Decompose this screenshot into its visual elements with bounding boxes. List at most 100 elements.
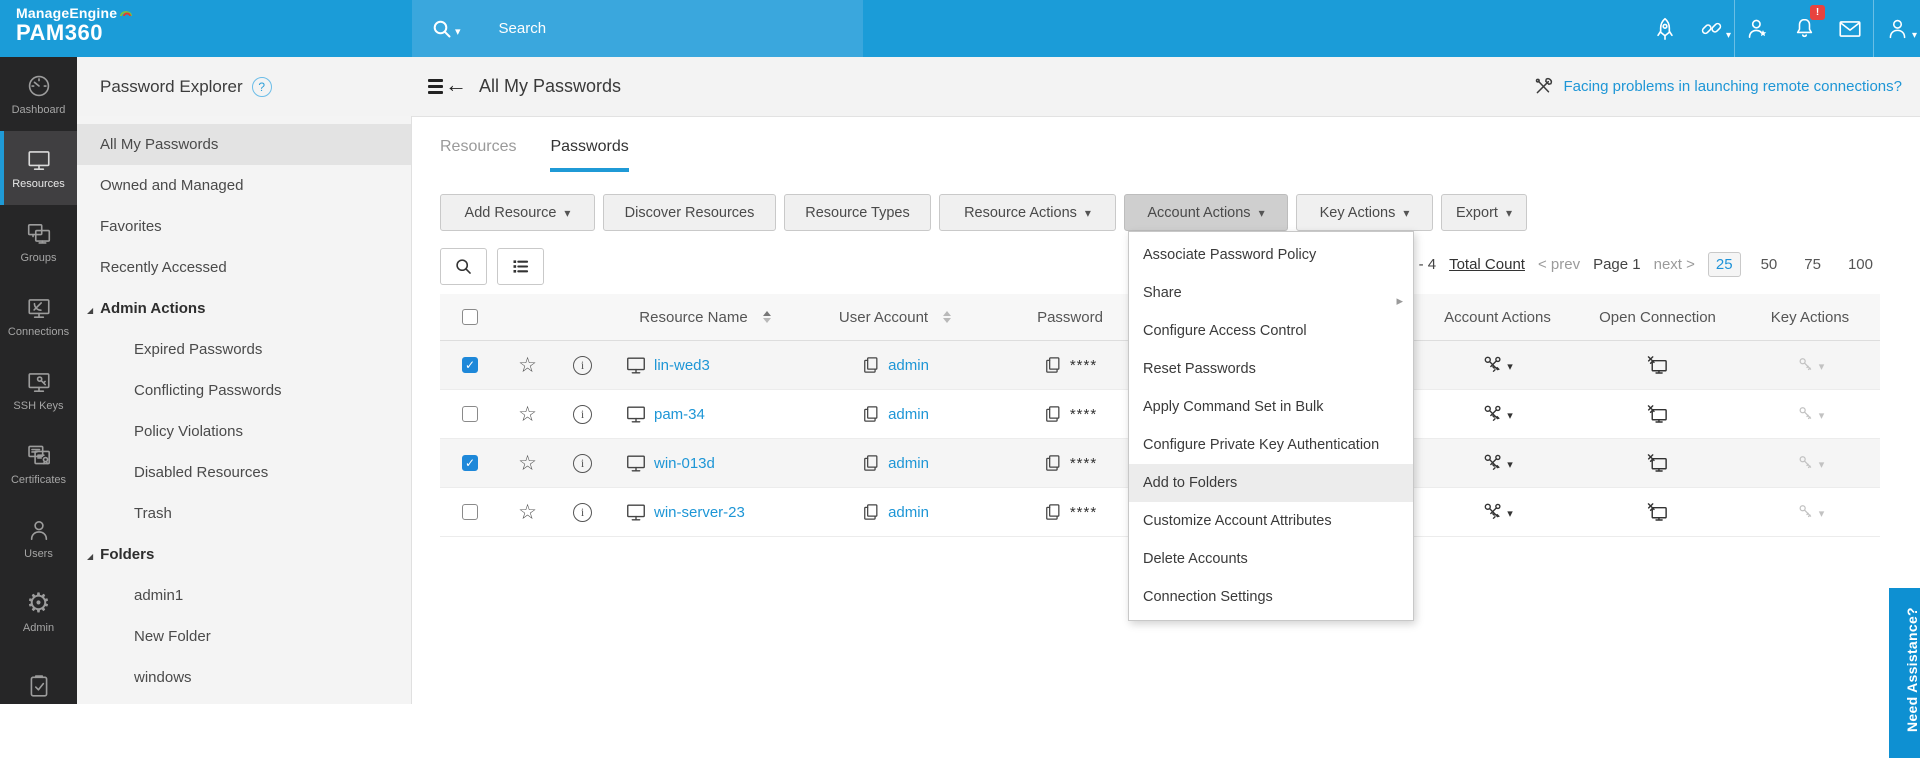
key-actions-icon[interactable] [1796,502,1825,522]
user-profile-icon[interactable]: ▾ [1874,0,1920,57]
brand-logo[interactable]: ManageEngine PAM360 [16,5,133,46]
resource-name-link[interactable]: win-013d [654,454,715,472]
user-feedback-icon[interactable] [1735,0,1781,57]
open-connection-icon[interactable] [1646,354,1669,377]
info-icon[interactable] [573,355,592,375]
explorer-item-admin1[interactable]: admin1 [134,587,184,604]
explorer-item-windows[interactable]: windows [134,669,192,686]
copy-icon[interactable] [1043,453,1063,473]
page-size-75[interactable]: 75 [1804,256,1821,273]
sort-icon[interactable] [943,311,952,323]
add-resource-button[interactable]: Add Resource [440,194,595,231]
quick-connect-link-icon[interactable]: ▾ [1688,0,1734,57]
search-input[interactable]: Search [498,20,547,37]
explorer-group-folders[interactable]: Folders [77,534,411,575]
remote-connections-help-link[interactable]: Facing problems in launching remote conn… [1563,78,1902,95]
explorer-item-policy-violations[interactable]: Policy Violations [134,423,243,440]
discover-resources-button[interactable]: Discover Resources [603,194,776,231]
search-scope-caret-icon[interactable]: ▾ [455,26,461,38]
global-search[interactable]: ▾ Search [412,0,863,57]
resource-name-link[interactable]: lin-wed3 [654,356,710,374]
explorer-item-disabled-resources[interactable]: Disabled Resources [134,464,269,481]
sort-icon[interactable] [762,311,771,323]
explorer-item-expired-passwords[interactable]: Expired Passwords [134,341,263,358]
sidebar-item-admin[interactable]: Admin [0,575,77,649]
table-search-button[interactable] [440,248,487,285]
menu-item-associate-password-policy[interactable]: Associate Password Policy [1143,247,1317,263]
key-actions-button[interactable]: Key Actions [1296,194,1433,231]
prev-page-button[interactable]: < prev [1537,256,1581,273]
notifications-bell-icon[interactable]: ! [1781,0,1827,57]
resource-actions-button[interactable]: Resource Actions [939,194,1116,231]
sidebar-item-ssh-keys[interactable]: SSH Keys [0,353,77,427]
row-checkbox[interactable] [462,455,478,471]
explorer-item-recently-accessed[interactable]: Recently Accessed [100,259,227,276]
resource-name-link[interactable]: pam-34 [654,405,705,423]
getting-started-rocket-icon[interactable] [1642,0,1688,57]
sidebar-item-dashboard[interactable]: Dashboard [0,57,77,131]
copy-icon[interactable] [861,453,881,473]
account-actions-keys-icon[interactable] [1482,354,1513,376]
user-account-link[interactable]: admin [888,356,929,374]
next-page-button[interactable]: next > [1653,256,1695,273]
favorite-star-icon[interactable] [518,404,537,425]
favorite-star-icon[interactable] [518,355,537,376]
menu-item-add-to-folders[interactable]: Add to Folders [1129,464,1413,502]
page-size-50[interactable]: 50 [1760,256,1778,273]
copy-icon[interactable] [861,404,881,424]
need-assistance-tab[interactable]: Need Assistance? [1889,588,1920,758]
explorer-item-owned-and-managed[interactable]: Owned and Managed [100,177,244,194]
help-icon[interactable]: ? [251,76,272,97]
explorer-item-conflicting-passwords[interactable]: Conflicting Passwords [134,382,282,399]
menu-item-connection-settings[interactable]: Connection Settings [1143,589,1273,605]
column-header-user-account[interactable]: User Account [800,309,990,326]
collapse-sidebar-button[interactable] [428,76,467,97]
tab-resources[interactable]: Resources [440,138,517,155]
total-count-link[interactable]: Total Count [1449,256,1525,273]
resource-types-button[interactable]: Resource Types [784,194,931,231]
user-account-link[interactable]: admin [888,503,929,521]
row-checkbox[interactable] [462,504,478,520]
user-account-link[interactable]: admin [888,454,929,472]
menu-item-delete-accounts[interactable]: Delete Accounts [1143,551,1248,567]
info-icon[interactable] [573,453,592,473]
column-header-resource-name[interactable]: Resource Name [610,309,800,326]
resource-name-link[interactable]: win-server-23 [654,503,745,521]
copy-icon[interactable] [861,355,881,375]
row-checkbox[interactable] [462,357,478,373]
sidebar-item-audit-partial[interactable] [0,649,77,723]
open-connection-icon[interactable] [1646,403,1669,426]
account-actions-keys-icon[interactable] [1482,501,1513,523]
account-actions-keys-icon[interactable] [1482,452,1513,474]
sidebar-item-groups[interactable]: Groups [0,205,77,279]
user-account-link[interactable]: admin [888,405,929,423]
favorite-star-icon[interactable] [518,502,537,523]
explorer-group-admin-actions[interactable]: Admin Actions [77,288,411,329]
copy-icon[interactable] [861,502,881,522]
sidebar-item-users[interactable]: Users [0,501,77,575]
export-button[interactable]: Export [1441,194,1527,231]
select-all-checkbox[interactable] [462,309,478,325]
sidebar-item-resources[interactable]: Resources [0,131,77,205]
menu-item-configure-access-control[interactable]: Configure Access Control [1143,323,1307,339]
copy-icon[interactable] [1043,404,1063,424]
menu-item-configure-private-key-authentication[interactable]: Configure Private Key Authentication [1143,437,1380,453]
sidebar-item-connections[interactable]: Connections [0,279,77,353]
explorer-item-all-my-passwords[interactable]: All My Passwords [77,124,411,165]
info-icon[interactable] [573,404,592,424]
favorite-star-icon[interactable] [518,453,537,474]
page-size-25[interactable]: 25 [1707,252,1741,277]
row-checkbox[interactable] [462,406,478,422]
explorer-item-trash[interactable]: Trash [134,505,172,522]
explorer-item-favorites[interactable]: Favorites [100,218,162,235]
menu-item-share[interactable]: Share [1129,274,1413,312]
open-connection-icon[interactable] [1646,452,1669,475]
search-icon[interactable] [430,17,454,41]
key-actions-icon[interactable] [1796,355,1825,375]
tab-passwords[interactable]: Passwords [550,136,629,172]
explorer-item-new-folder[interactable]: New Folder [134,628,211,645]
column-chooser-button[interactable] [497,248,544,285]
open-connection-icon[interactable] [1646,501,1669,524]
account-actions-keys-icon[interactable] [1482,403,1513,425]
sidebar-item-certificates[interactable]: Certificates [0,427,77,501]
